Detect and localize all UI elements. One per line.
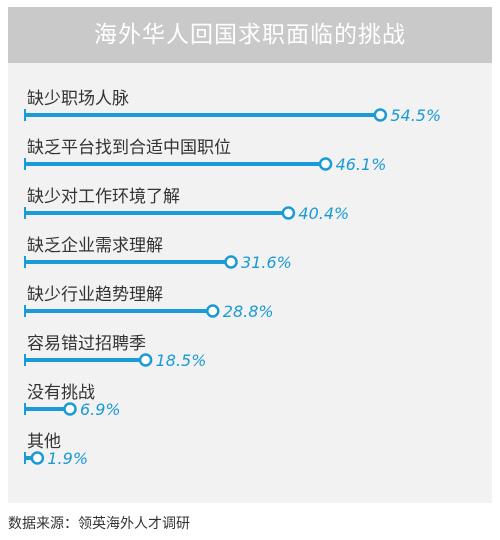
category-label: 没有挑战 — [27, 383, 95, 403]
category-label: 容易错过招聘季 — [27, 334, 146, 354]
bar-end-marker — [63, 402, 77, 416]
value-label: 40.4% — [298, 204, 349, 223]
value-label: 18.5% — [156, 351, 207, 370]
chart-title: 海外华人回国求职面临的挑战 — [8, 7, 492, 63]
category-label: 其他 — [27, 432, 61, 452]
bar-end-marker — [30, 451, 45, 465]
bar-end-marker — [373, 108, 388, 122]
value-label: 1.9% — [47, 449, 88, 468]
bar-end-marker — [281, 206, 296, 220]
value-label: 54.5% — [390, 106, 441, 125]
value-label: 28.8% — [223, 302, 274, 321]
value-label: 31.6% — [241, 253, 292, 272]
value-label: 6.9% — [80, 400, 121, 419]
category-label: 缺少行业趋势理解 — [27, 285, 163, 305]
category-label: 缺乏平台找到合适中国职位 — [27, 138, 231, 158]
bar-end-marker — [206, 304, 220, 318]
category-label: 缺少对工作环境了解 — [27, 187, 180, 207]
value-label: 46.1% — [336, 155, 387, 174]
bar-end-marker — [318, 157, 333, 171]
category-label: 缺乏企业需求理解 — [27, 236, 163, 256]
bar-end-marker — [224, 255, 238, 269]
bar-chart: 缺少职场人脉 54.5% 缺乏平台找到合适中国职位 46.1% 缺少对工作环境了解 40.… — [24, 89, 441, 468]
bar-end-marker — [138, 353, 153, 367]
chart-card: 海外华人回国求职面临的挑战 缺少职场人脉 54.5% 缺乏平台找到合适中国职位 46.… — [8, 7, 492, 503]
category-label: 缺少职场人脉 — [27, 89, 129, 109]
source-note: 数据来源：领英海外人才调研 — [8, 516, 190, 532]
